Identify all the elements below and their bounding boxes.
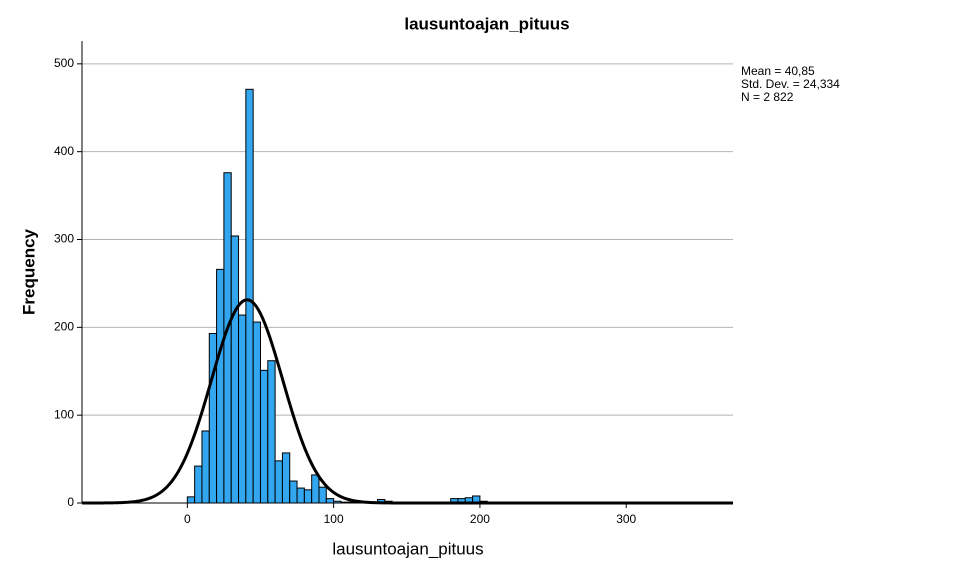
x-tick-label: 0	[184, 512, 191, 526]
bar	[303, 489, 313, 504]
bar	[318, 486, 327, 504]
bar	[194, 465, 203, 504]
bar	[274, 460, 283, 504]
bar	[281, 452, 291, 504]
stat-label: N = 2 822	[741, 90, 794, 104]
y-tick-label: 200	[54, 320, 74, 334]
bar	[186, 496, 196, 504]
y-axis-label: Frequency	[19, 228, 38, 315]
y-tick-label: 0	[67, 495, 74, 509]
stat-label: Std. Dev. = 24,334	[741, 77, 840, 91]
bar	[208, 332, 218, 504]
y-tick-label: 400	[54, 144, 74, 158]
bar	[201, 430, 210, 504]
chart-title: lausuntoajan_pituus	[404, 14, 569, 33]
bar	[216, 268, 225, 504]
bar	[238, 314, 247, 504]
bar	[296, 487, 305, 504]
y-tick-label: 500	[54, 56, 74, 70]
y-tick-label: 100	[54, 407, 74, 421]
bar	[245, 88, 254, 504]
x-tick-label: 200	[470, 512, 490, 526]
bar	[325, 498, 335, 504]
bar	[252, 321, 261, 504]
y-tick-label: 300	[54, 232, 74, 246]
bar	[289, 480, 298, 504]
normal-curve	[81, 298, 733, 505]
bar	[230, 235, 240, 504]
x-tick-label: 300	[616, 512, 636, 526]
x-tick-label: 100	[324, 512, 344, 526]
x-axis-label: lausuntoajan_pituus	[332, 539, 483, 558]
bar	[259, 369, 269, 504]
bar	[267, 360, 276, 504]
bar	[311, 474, 320, 504]
stat-label: Mean = 40,85	[741, 64, 815, 78]
